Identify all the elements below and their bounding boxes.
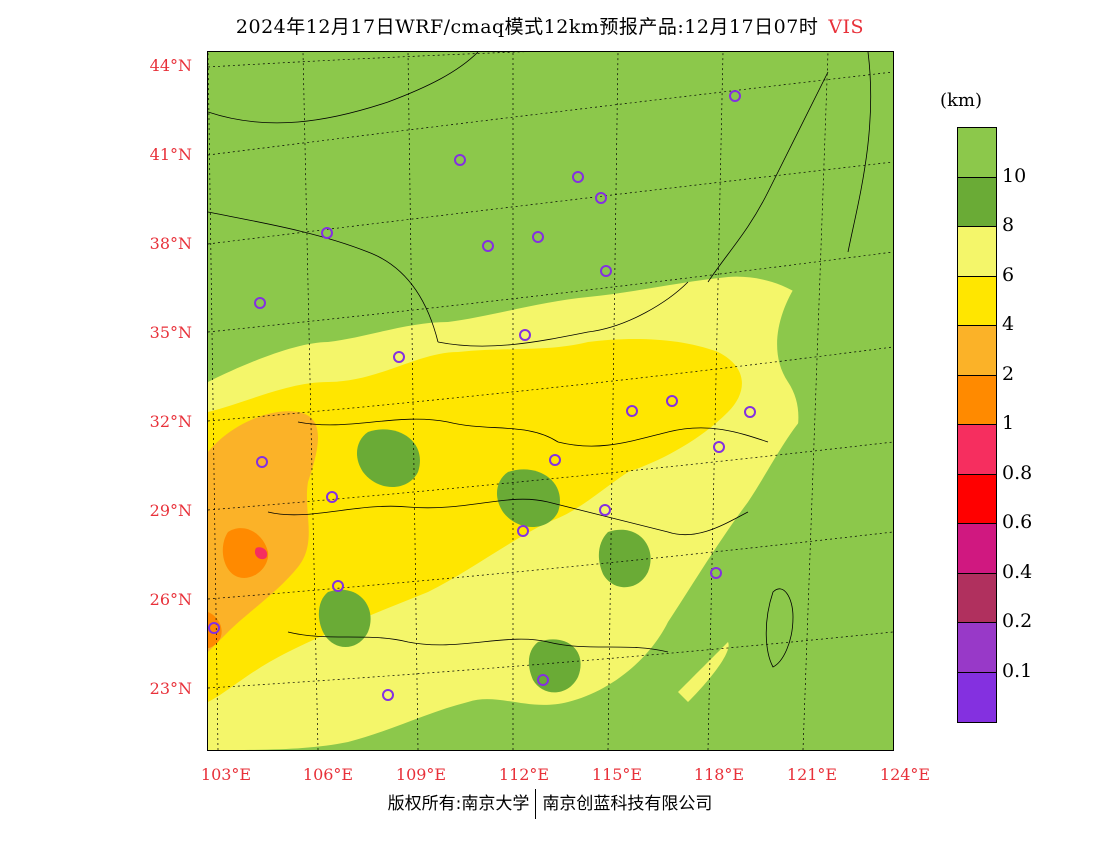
colorbar-label: 1 <box>1002 412 1015 434</box>
taiwan-outline <box>765 588 794 668</box>
colorbar-segment <box>958 375 996 425</box>
copyright-footer: 版权所有:南京大学 南京创蓝科技有限公司 <box>0 789 1100 819</box>
copyright-right: 南京创蓝科技有限公司 <box>542 794 713 814</box>
colorbar-label: 0.6 <box>1002 511 1033 533</box>
colorbar-segment <box>958 425 996 475</box>
lon-label-109: 109°E <box>395 765 447 784</box>
colorbar-segment <box>958 524 996 574</box>
lat-label-41: 41°N <box>149 145 192 164</box>
province-boundaries <box>208 52 872 653</box>
lon-label-112: 112°E <box>498 765 550 784</box>
footer-separator <box>535 789 537 819</box>
colorbar-label: 6 <box>1002 263 1015 286</box>
lat-label-44: 44°N <box>149 56 192 75</box>
chart-title: 2024年12月17日WRF/cmaq模式12km预报产品:12月17日07时 V… <box>0 12 1100 39</box>
station-markers <box>208 90 756 701</box>
colorbar-label: 10 <box>1002 164 1027 187</box>
colorbar-segment <box>958 623 996 673</box>
lon-label-118: 118°E <box>693 765 745 784</box>
title-text: 2024年12月17日WRF/cmaq模式12km预报产品:12月17日07时 <box>235 16 819 38</box>
copyright-left: 版权所有:南京大学 <box>387 794 530 814</box>
colorbar-segment <box>958 227 996 277</box>
colorbar-label: 8 <box>1002 214 1015 236</box>
lat-label-32: 32°N <box>149 412 192 431</box>
lon-label-115: 115°E <box>591 765 643 784</box>
lon-label-124: 124°E <box>879 765 931 784</box>
colorbar-label: 0.4 <box>1002 560 1033 583</box>
lon-label-103: 103°E <box>200 765 252 784</box>
colorbar-unit: (km) <box>940 90 983 111</box>
lat-label-29: 29°N <box>149 501 192 520</box>
visibility-map <box>208 52 893 750</box>
lat-label-38: 38°N <box>149 234 192 253</box>
variable-label: VIS <box>828 16 865 38</box>
colorbar-label: 0.1 <box>1002 659 1033 682</box>
lon-label-121: 121°E <box>786 765 838 784</box>
lat-label-26: 26°N <box>149 590 192 609</box>
colorbar-segment <box>958 177 996 227</box>
colorbar-segment <box>958 672 996 722</box>
sea-area <box>628 252 893 750</box>
colorbar-segment <box>958 573 996 623</box>
vis-band-2km <box>208 411 318 652</box>
colorbar-label: 0.2 <box>1002 610 1033 632</box>
map-panel <box>207 51 894 751</box>
colorbar-segment <box>958 326 996 376</box>
graticule <box>208 52 893 750</box>
colorbar-label: 4 <box>1002 313 1015 335</box>
colorbar-label: 0.8 <box>1002 461 1033 484</box>
lat-label-23: 23°N <box>149 679 192 698</box>
colorbar <box>957 127 997 723</box>
colorbar-segment <box>958 128 996 178</box>
colorbar-segment <box>958 474 996 524</box>
lon-label-106: 106°E <box>302 765 354 784</box>
colorbar-segment <box>958 276 996 326</box>
colorbar-label: 2 <box>1002 362 1015 385</box>
lat-label-35: 35°N <box>149 323 192 342</box>
